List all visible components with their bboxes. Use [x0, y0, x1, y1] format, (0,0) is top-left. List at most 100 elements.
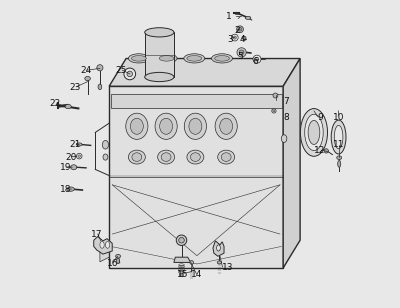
- Ellipse shape: [190, 261, 194, 264]
- Text: 2: 2: [234, 26, 240, 35]
- Ellipse shape: [337, 156, 342, 160]
- Text: 17: 17: [91, 229, 102, 239]
- Ellipse shape: [281, 135, 287, 142]
- Ellipse shape: [218, 150, 235, 164]
- Text: 18: 18: [60, 185, 72, 194]
- Text: 19: 19: [60, 163, 72, 172]
- Ellipse shape: [128, 54, 149, 63]
- Ellipse shape: [158, 150, 174, 164]
- Ellipse shape: [67, 187, 74, 191]
- Ellipse shape: [176, 235, 187, 245]
- Text: 10: 10: [333, 112, 344, 122]
- Ellipse shape: [184, 54, 205, 63]
- Ellipse shape: [300, 109, 328, 156]
- Ellipse shape: [189, 118, 202, 134]
- Text: 9: 9: [317, 112, 323, 122]
- Ellipse shape: [100, 241, 104, 248]
- Ellipse shape: [187, 150, 204, 164]
- Ellipse shape: [273, 93, 278, 98]
- Ellipse shape: [331, 120, 346, 154]
- Ellipse shape: [116, 254, 120, 258]
- Ellipse shape: [324, 149, 328, 153]
- Text: 7: 7: [283, 97, 289, 106]
- Ellipse shape: [237, 26, 244, 33]
- Ellipse shape: [127, 71, 132, 77]
- Ellipse shape: [124, 68, 136, 80]
- Ellipse shape: [160, 118, 172, 134]
- Ellipse shape: [78, 155, 80, 157]
- Ellipse shape: [272, 109, 276, 113]
- Ellipse shape: [130, 118, 143, 134]
- Ellipse shape: [145, 28, 174, 37]
- Ellipse shape: [273, 110, 275, 112]
- Polygon shape: [213, 241, 224, 256]
- Ellipse shape: [220, 118, 233, 134]
- Polygon shape: [109, 59, 300, 86]
- Text: 5: 5: [237, 52, 243, 62]
- Polygon shape: [283, 59, 300, 268]
- Text: 21: 21: [70, 140, 81, 149]
- Ellipse shape: [85, 76, 90, 81]
- Text: 4: 4: [240, 35, 245, 44]
- Text: 16: 16: [106, 259, 118, 268]
- Text: 12: 12: [314, 146, 326, 156]
- Text: 13: 13: [222, 263, 234, 273]
- Text: 6: 6: [252, 57, 258, 66]
- Text: 1: 1: [226, 12, 232, 22]
- Ellipse shape: [305, 114, 323, 151]
- Ellipse shape: [232, 34, 238, 41]
- Ellipse shape: [239, 50, 244, 55]
- Polygon shape: [94, 237, 112, 254]
- Ellipse shape: [156, 54, 177, 63]
- Ellipse shape: [106, 241, 110, 248]
- Ellipse shape: [145, 72, 174, 82]
- Ellipse shape: [76, 143, 82, 146]
- Text: 11: 11: [333, 140, 344, 149]
- Ellipse shape: [103, 154, 108, 160]
- Ellipse shape: [161, 153, 171, 161]
- Ellipse shape: [128, 150, 145, 164]
- Ellipse shape: [238, 27, 242, 31]
- Text: 3: 3: [227, 35, 233, 44]
- Ellipse shape: [71, 165, 77, 170]
- Text: 14: 14: [191, 270, 203, 279]
- Ellipse shape: [221, 153, 231, 161]
- Ellipse shape: [212, 54, 232, 63]
- Text: 20: 20: [65, 152, 76, 162]
- Ellipse shape: [132, 55, 146, 61]
- Ellipse shape: [116, 258, 120, 264]
- Ellipse shape: [334, 125, 343, 149]
- Text: 15: 15: [177, 270, 189, 279]
- Ellipse shape: [233, 36, 236, 39]
- Text: 23: 23: [70, 83, 81, 92]
- Ellipse shape: [215, 113, 237, 139]
- Ellipse shape: [180, 274, 183, 276]
- Polygon shape: [109, 86, 283, 268]
- Ellipse shape: [184, 113, 206, 139]
- Ellipse shape: [245, 16, 251, 19]
- Text: 24: 24: [80, 66, 92, 75]
- Ellipse shape: [102, 140, 108, 149]
- Bar: [144, 32, 174, 77]
- Polygon shape: [100, 240, 109, 262]
- Text: 22: 22: [50, 99, 61, 108]
- Bar: [111, 94, 282, 108]
- Ellipse shape: [159, 55, 174, 61]
- Ellipse shape: [338, 160, 341, 167]
- Ellipse shape: [126, 113, 148, 139]
- Ellipse shape: [65, 104, 71, 109]
- Ellipse shape: [217, 245, 220, 251]
- Ellipse shape: [97, 65, 103, 71]
- Ellipse shape: [132, 153, 142, 161]
- Text: 8: 8: [283, 112, 289, 122]
- Ellipse shape: [237, 48, 246, 57]
- Ellipse shape: [190, 153, 200, 161]
- Ellipse shape: [255, 57, 259, 61]
- Ellipse shape: [253, 55, 261, 63]
- Ellipse shape: [215, 55, 230, 61]
- Ellipse shape: [308, 120, 320, 144]
- Ellipse shape: [187, 55, 202, 61]
- Text: 25: 25: [116, 66, 127, 75]
- Ellipse shape: [179, 237, 184, 243]
- Ellipse shape: [155, 113, 177, 139]
